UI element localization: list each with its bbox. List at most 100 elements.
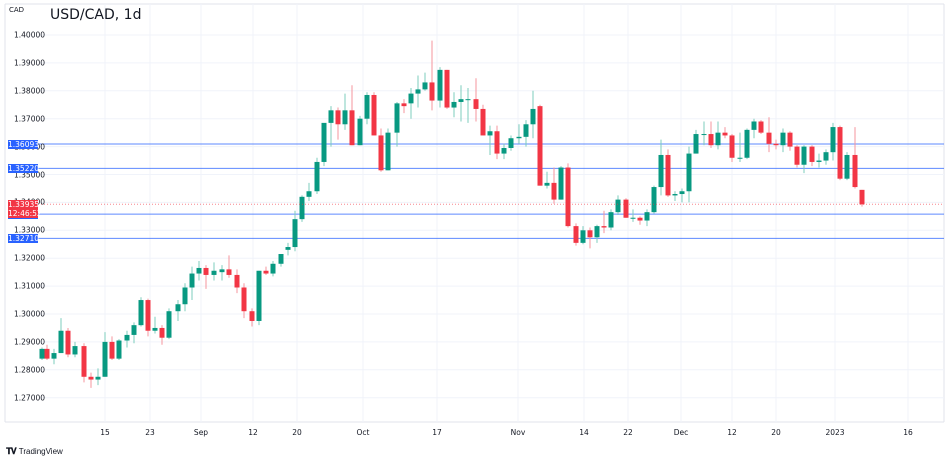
bearish-candle[interactable] [837, 127, 843, 179]
bearish-candle[interactable] [729, 135, 735, 158]
bullish-candle[interactable] [314, 161, 320, 192]
bearish-candle[interactable] [565, 167, 571, 227]
bullish-candle[interactable] [278, 254, 284, 264]
bullish-candle[interactable] [285, 247, 291, 250]
bearish-candle[interactable] [335, 110, 341, 125]
bullish-candle[interactable] [523, 124, 529, 137]
bullish-candle[interactable] [615, 199, 621, 213]
bullish-candle[interactable] [138, 300, 144, 326]
bearish-candle[interactable] [378, 135, 384, 171]
bullish-candle[interactable] [644, 212, 650, 221]
bearish-candle[interactable] [401, 103, 407, 107]
bullish-candle[interactable] [465, 99, 471, 101]
bullish-candle[interactable] [152, 327, 158, 331]
bearish-candle[interactable] [766, 132, 772, 144]
bearish-candle[interactable] [480, 108, 486, 136]
bearish-candle[interactable] [44, 348, 50, 359]
bullish-candle[interactable] [530, 108, 536, 125]
bullish-candle[interactable] [487, 131, 493, 136]
bullish-candle[interactable] [364, 94, 370, 119]
bearish-candle[interactable] [722, 132, 728, 136]
bearish-candle[interactable] [241, 287, 247, 312]
bullish-candle[interactable] [508, 138, 514, 148]
bearish-candle[interactable] [773, 143, 779, 146]
bearish-candle[interactable] [159, 327, 165, 338]
bullish-candle[interactable] [394, 103, 400, 133]
bullish-candle[interactable] [630, 217, 636, 219]
bullish-candle[interactable] [415, 89, 421, 94]
bearish-candle[interactable] [587, 230, 593, 238]
bullish-candle[interactable] [844, 154, 850, 179]
bullish-candle[interactable] [270, 263, 276, 274]
bullish-candle[interactable] [256, 270, 262, 321]
tradingview-footer[interactable]: 𝐓𝐕 TradingView [6, 446, 63, 457]
bullish-candle[interactable] [342, 110, 348, 125]
bullish-candle[interactable] [299, 196, 305, 220]
bearish-candle[interactable] [349, 110, 355, 146]
bullish-candle[interactable] [292, 219, 298, 248]
horizontal-line-price-tag[interactable]: 1.35220 [8, 163, 40, 173]
bearish-candle[interactable] [263, 270, 269, 274]
bullish-candle[interactable] [544, 182, 550, 186]
bullish-candle[interactable] [124, 334, 130, 341]
bullish-candle[interactable] [594, 226, 600, 238]
bullish-candle[interactable] [328, 110, 334, 123]
bearish-candle[interactable] [758, 121, 764, 133]
bullish-candle[interactable] [131, 325, 137, 335]
bearish-candle[interactable] [794, 146, 800, 165]
bullish-candle[interactable] [801, 146, 807, 165]
bearish-candle[interactable] [708, 134, 714, 146]
bullish-candle[interactable] [175, 304, 181, 312]
bullish-candle[interactable] [751, 121, 757, 130]
bearish-candle[interactable] [637, 217, 643, 221]
bullish-candle[interactable] [580, 230, 586, 243]
bullish-candle[interactable] [516, 136, 522, 139]
bearish-candle[interactable] [65, 330, 71, 355]
bullish-candle[interactable] [72, 346, 78, 355]
bullish-candle[interactable] [780, 132, 786, 146]
bullish-candle[interactable] [95, 376, 101, 380]
bullish-candle[interactable] [182, 287, 188, 305]
bearish-candle[interactable] [444, 69, 450, 108]
bullish-candle[interactable] [558, 167, 564, 200]
bullish-candle[interactable] [658, 154, 664, 188]
bullish-candle[interactable] [385, 132, 391, 171]
bearish-candle[interactable] [809, 146, 815, 162]
bullish-candle[interactable] [102, 341, 108, 377]
bullish-candle[interactable] [715, 132, 721, 146]
bullish-candle[interactable] [823, 152, 829, 161]
bearish-candle[interactable] [665, 154, 671, 196]
horizontal-line-price-tag[interactable]: 1.32710 [8, 233, 40, 243]
bearish-candle[interactable] [852, 154, 858, 188]
bearish-candle[interactable] [81, 346, 87, 377]
bullish-candle[interactable] [211, 270, 217, 275]
bearish-candle[interactable] [109, 341, 115, 359]
bearish-candle[interactable] [623, 199, 629, 218]
bullish-candle[interactable] [816, 160, 822, 162]
bearish-candle[interactable] [88, 376, 94, 380]
bullish-candle[interactable] [357, 118, 363, 146]
bullish-candle[interactable] [679, 191, 685, 195]
bullish-candle[interactable] [51, 353, 57, 359]
bullish-candle[interactable] [39, 348, 45, 359]
bullish-candle[interactable] [166, 311, 172, 338]
bearish-candle[interactable] [429, 82, 435, 101]
bearish-candle[interactable] [537, 106, 543, 186]
bullish-candle[interactable] [189, 273, 195, 288]
bullish-candle[interactable] [437, 69, 443, 101]
bearish-candle[interactable] [573, 226, 579, 243]
bullish-candle[interactable] [744, 129, 750, 158]
bullish-candle[interactable] [693, 134, 699, 154]
bearish-candle[interactable] [859, 189, 865, 205]
horizontal-line-price-tag[interactable]: 1.36093 [8, 139, 40, 149]
bearish-candle[interactable] [249, 311, 255, 321]
bullish-candle[interactable] [306, 191, 312, 197]
bullish-candle[interactable] [672, 194, 678, 196]
bullish-candle[interactable] [501, 147, 507, 154]
bullish-candle[interactable] [422, 82, 428, 90]
bullish-candle[interactable] [219, 269, 225, 273]
bearish-candle[interactable] [551, 182, 557, 200]
bearish-candle[interactable] [473, 99, 479, 109]
bearish-candle[interactable] [234, 274, 240, 288]
